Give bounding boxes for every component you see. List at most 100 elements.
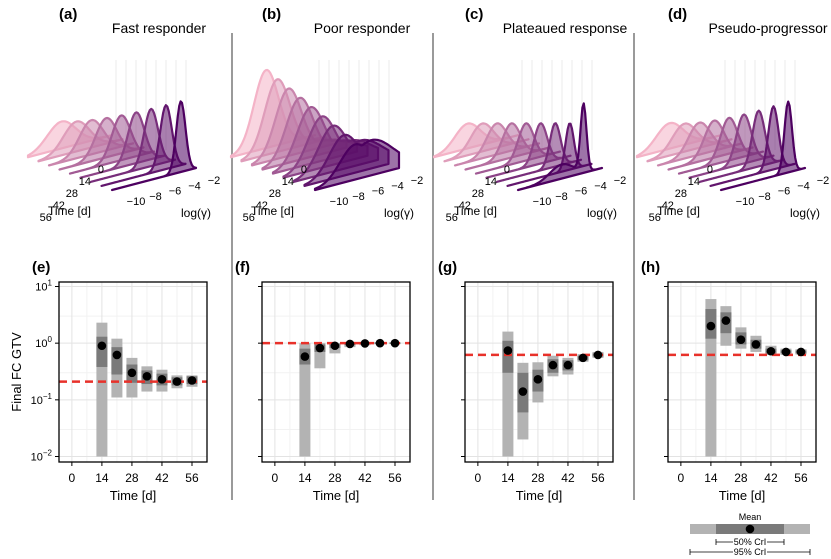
mean-point — [736, 335, 746, 345]
x-tick-label: 56 — [591, 471, 605, 485]
y-tick-label: 101 — [35, 278, 52, 293]
ridge-time-tick: 28 — [269, 188, 281, 200]
mean-point — [300, 352, 310, 361]
panel-letter: (b) — [262, 6, 281, 23]
ridge-gamma-tick: −6 — [778, 186, 791, 198]
x-tick-label: 14 — [298, 471, 312, 485]
panel-title: Pseudo-progressor — [708, 20, 827, 36]
ridge-gamma-tick: −4 — [391, 180, 404, 192]
legend-ci95-label: 95% CrI — [734, 547, 767, 557]
ridge-gamma-label: log(γ) — [384, 206, 414, 220]
ridge-time-tick: 28 — [66, 188, 78, 200]
mean-point — [751, 340, 761, 349]
ridge-gamma-tick: −10 — [533, 196, 552, 208]
interval-panel-4: 0 14 28 42 56 Time [d] (h) — [641, 259, 817, 503]
plot-frame — [464, 281, 614, 463]
ridge-time-tick: 14 — [688, 176, 700, 188]
x-tick-label: 56 — [388, 471, 402, 485]
ridge-gamma-tick: −6 — [169, 186, 182, 198]
ci50-bar — [111, 347, 123, 375]
ridge-time-tick: 56 — [446, 212, 458, 224]
y-tick-label: 10−2 — [31, 449, 53, 464]
mean-point — [706, 321, 716, 331]
ridge-time-tick: 0 — [301, 164, 307, 176]
interval-panel-3: 0 14 28 42 56 Time [d] (g) — [438, 259, 614, 503]
ridge-time-tick: 0 — [707, 164, 713, 176]
ridge-time-tick: 42 — [256, 200, 268, 212]
mean-point — [796, 347, 806, 357]
y-tick-label: 100 — [35, 335, 52, 350]
panel-letter: (d) — [668, 6, 687, 23]
x-tick-label: 56 — [794, 471, 808, 485]
panel-letter: (f) — [235, 259, 250, 276]
ci95-bar — [299, 343, 311, 457]
mean-point — [563, 360, 573, 370]
x-tick-label: 42 — [155, 471, 169, 485]
ridge-gamma-tick: −8 — [149, 191, 162, 203]
mean-point — [157, 375, 167, 384]
ridge-gamma-label: log(γ) — [790, 206, 820, 220]
ridge-gamma-label: log(γ) — [181, 206, 211, 220]
plot-frame — [58, 281, 208, 463]
panel-letter: (h) — [641, 259, 660, 276]
ridge-gamma-tick: −2 — [411, 175, 424, 187]
plot-frame — [667, 281, 817, 463]
mean-point — [518, 387, 528, 396]
ridge-gamma-tick: −2 — [614, 175, 627, 187]
x-tick-label: 28 — [531, 471, 545, 485]
mean-point — [766, 346, 776, 356]
ridge-gamma-label: log(γ) — [587, 206, 617, 220]
ridge-time-label: Time [d] — [454, 204, 497, 218]
x-axis-label: Time [d] — [516, 488, 562, 503]
x-tick-label: 0 — [475, 471, 482, 485]
mean-point — [142, 372, 152, 381]
ridge-time-tick: 42 — [459, 200, 471, 212]
ridge-time-tick: 0 — [98, 164, 104, 176]
ridge-density-curve — [719, 100, 807, 192]
mean-point — [345, 339, 355, 349]
ridge-gamma-tick: −4 — [188, 180, 201, 192]
ridge-gamma-tick: −2 — [208, 175, 221, 187]
ridge-time-tick: 14 — [485, 176, 497, 188]
ridge-gamma-tick: −4 — [594, 180, 607, 192]
ridge-time-tick: 14 — [282, 176, 294, 188]
ridge-time-tick: 42 — [53, 200, 65, 212]
x-tick-label: 42 — [764, 471, 778, 485]
y-axis-label: Final FC GTV — [9, 332, 24, 412]
ridge-gamma-tick: −10 — [127, 196, 146, 208]
ci50-bar — [502, 340, 514, 373]
ridge-time-label: Time [d] — [657, 204, 700, 218]
ridge-time-tick: 14 — [79, 176, 91, 188]
mean-point — [548, 360, 558, 370]
ridge-gamma-tick: −10 — [736, 196, 755, 208]
ridge-gamma-tick: −6 — [575, 186, 588, 198]
ridge-time-tick: 56 — [649, 212, 661, 224]
mean-point — [593, 350, 603, 360]
mean-point — [390, 338, 400, 348]
x-tick-label: 28 — [734, 471, 748, 485]
interval-panel-1: 0 14 28 42 56 Time [d] 101 100 10−1 10−2 (e) — [31, 259, 208, 503]
panel-letter: (g) — [438, 259, 457, 276]
legend-ci50-label: 50% CrI — [734, 537, 767, 547]
panel-title: Poor responder — [314, 20, 411, 36]
ridge-gamma-tick: −8 — [555, 191, 568, 203]
column-dividers — [231, 33, 635, 500]
mean-point — [503, 346, 513, 355]
ridge-time-label: Time [d] — [48, 204, 91, 218]
ridge-gamma-tick: −8 — [758, 191, 771, 203]
ci95-bar — [705, 299, 717, 457]
legend-label-bg — [733, 537, 767, 547]
mean-point — [315, 343, 325, 353]
ridge-density-curve — [313, 138, 401, 192]
x-tick-label: 28 — [328, 471, 342, 485]
mean-point — [187, 376, 197, 385]
x-tick-label: 28 — [125, 471, 139, 485]
x-tick-label: 0 — [678, 471, 685, 485]
x-axis-label: Time [d] — [110, 488, 156, 503]
ridge-time-tick: 0 — [504, 164, 510, 176]
x-tick-label: 14 — [704, 471, 718, 485]
